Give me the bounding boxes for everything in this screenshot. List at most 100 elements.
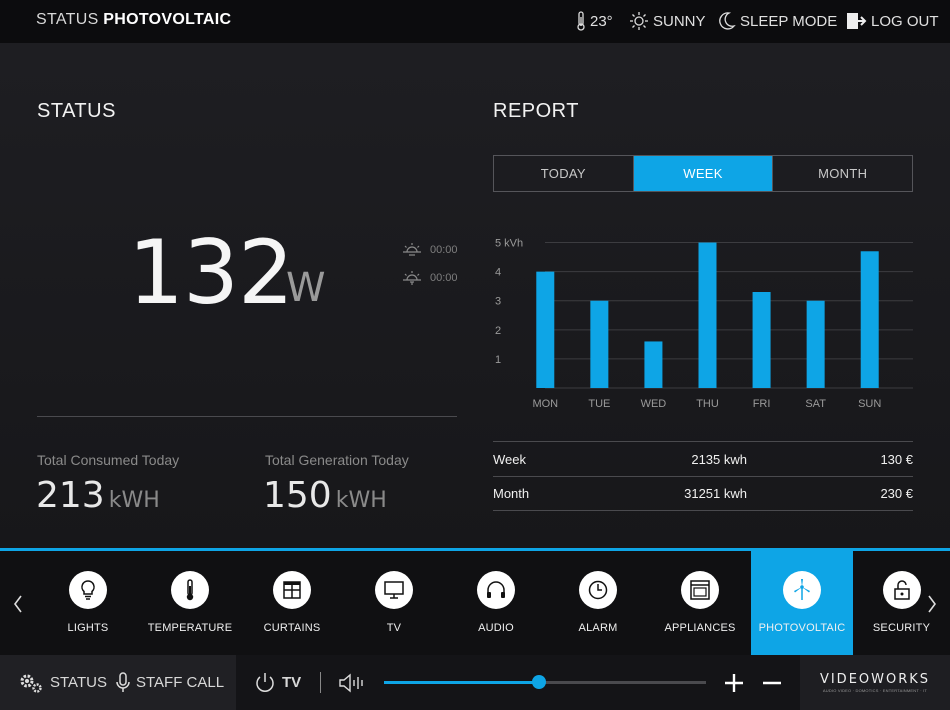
menu-label: LIGHTS <box>67 622 109 634</box>
y-tick-label: 5 kVh <box>495 238 523 250</box>
menu-item-photovoltaic[interactable]: PHOTOVOLTAIC <box>751 551 853 655</box>
staff-call-label: STAFF CALL <box>136 674 225 691</box>
weekly-bar-chart: 1 2 3 4 5 kVh MON TUE WED THU FRI SAT SUN <box>495 238 913 410</box>
status-button[interactable]: STATUS <box>18 655 107 710</box>
staff-call-button[interactable]: STAFF CALL <box>116 655 224 710</box>
moon-icon <box>719 12 736 30</box>
microphone-icon <box>116 671 130 692</box>
brand-logo: VIDEOWORKS AUDIO VIDEO · DOMOTICS · ENTE… <box>816 672 934 693</box>
menu-label: CURTAINS <box>263 622 321 634</box>
clock-icon <box>579 571 617 609</box>
tab-week[interactable]: WEEK <box>632 156 773 191</box>
sunset-time: 00:00 <box>430 272 458 284</box>
menu-item-security[interactable]: SECURITY <box>853 551 950 655</box>
lock-icon <box>882 571 921 609</box>
y-tick-label: 2 <box>495 325 501 337</box>
menu-item-tv[interactable]: TV <box>343 551 445 655</box>
report-table: Week 2135 kwh 130 € Month 31251 kwh 230 … <box>493 441 913 511</box>
consumed-stat: 213 kWH <box>36 475 160 516</box>
x-tick-label: MON <box>532 398 558 410</box>
menu-label: APPLIANCES <box>664 622 736 634</box>
y-tick-label: 4 <box>495 267 501 279</box>
x-tick-label: FRI <box>753 398 771 410</box>
generation-label: Total Generation Today <box>265 452 409 468</box>
volume-slider-fill <box>384 681 539 684</box>
bottom-left-group <box>0 655 236 710</box>
consumed-unit: kWH <box>108 488 160 513</box>
page-title: STATUS PHOTOVOLTAIC <box>36 11 231 29</box>
chart-bar-sat <box>806 300 825 388</box>
power-value: 132 <box>128 221 294 324</box>
weather-label: SUNNY <box>653 12 706 30</box>
menu-item-lights[interactable]: LIGHTS <box>37 551 139 655</box>
menu-label: TV <box>386 622 402 634</box>
consumed-label: Total Consumed Today <box>37 452 180 468</box>
generation-value: 150 <box>263 475 332 516</box>
menu-item-temperature[interactable]: TEMPERATURE <box>139 551 241 655</box>
menu-item-audio[interactable]: AUDIO <box>445 551 547 655</box>
menu-label: PHOTOVOLTAIC <box>758 622 846 634</box>
y-tick-label: 1 <box>495 354 501 366</box>
volume-slider[interactable] <box>384 675 706 689</box>
logout-button[interactable]: LOG OUT <box>845 10 939 32</box>
sleep-mode-label: SLEEP MODE <box>740 12 838 30</box>
sunset-row: 00:00 <box>402 270 458 286</box>
menu-item-curtains[interactable]: CURTAINS <box>241 551 343 655</box>
temperature-value: 23° <box>590 12 613 30</box>
main-panel: STATUS 132 W 00:00 00:00 Total Consumed … <box>0 43 950 548</box>
brand-name: VIDEOWORKS <box>819 672 931 687</box>
scroll-right-button[interactable] <box>922 589 942 619</box>
tab-today[interactable]: TODAY <box>540 166 586 181</box>
sunset-icon <box>403 271 421 285</box>
sunrise-time: 00:00 <box>430 244 458 256</box>
brand-tagline: AUDIO VIDEO · DOMOTICS · ENTERTAINMENT ·… <box>822 688 928 693</box>
chart-bar-wed <box>644 341 663 388</box>
report-title: REPORT <box>493 100 579 122</box>
minus-icon <box>763 681 781 684</box>
tab-month[interactable]: MONTH <box>772 156 912 191</box>
chart-bar-fri <box>752 292 771 388</box>
row-cost: 130 € <box>880 451 913 467</box>
title-main: PHOTOVOLTAIC <box>103 11 232 28</box>
volume-slider-knob[interactable] <box>531 675 546 689</box>
logout-icon <box>847 13 867 29</box>
chevron-right-icon <box>928 595 936 613</box>
generation-unit: kWH <box>335 488 387 513</box>
logout-label: LOG OUT <box>871 12 939 30</box>
volume-up-button[interactable] <box>724 655 744 710</box>
row-kwh: 31251 kwh <box>684 486 747 501</box>
weather-indicator: SUNNY <box>629 10 706 32</box>
plus-icon <box>725 673 743 692</box>
curtains-icon <box>273 571 311 609</box>
x-tick-label: SUN <box>858 398 881 410</box>
row-cost: 230 € <box>880 486 913 501</box>
menu-label: TEMPERATURE <box>147 622 233 634</box>
chevron-left-icon <box>14 595 22 613</box>
thermometer-icon <box>171 571 209 609</box>
row-label: Week <box>493 451 526 467</box>
top-bar: STATUS PHOTOVOLTAIC 23° SUNNY SLEEP MODE… <box>0 0 950 43</box>
status-divider <box>37 416 457 417</box>
gears-icon <box>20 674 42 693</box>
wind-turbine-icon <box>783 571 821 609</box>
sleep-mode-button[interactable]: SLEEP MODE <box>718 10 837 32</box>
sunrise-row: 00:00 <box>402 242 458 258</box>
scroll-left-button[interactable] <box>8 589 28 619</box>
power-icon <box>256 672 274 692</box>
table-row: Month 31251 kwh 230 € <box>493 476 913 511</box>
menu-item-alarm[interactable]: ALARM <box>547 551 649 655</box>
chart-bar-mon <box>536 271 555 388</box>
headphones-icon <box>477 571 515 609</box>
menu-item-appliances[interactable]: APPLIANCES <box>649 551 751 655</box>
brand-area <box>800 655 950 710</box>
consumed-value: 213 <box>36 475 105 516</box>
power-unit: W <box>286 265 326 311</box>
y-tick-label: 3 <box>495 296 501 308</box>
category-menu: LIGHTS TEMPERATURE CURTAINS TV AUDIO ALA… <box>0 548 950 655</box>
tv-power-button[interactable]: TV <box>254 655 301 710</box>
table-row: Week 2135 kwh 130 € <box>493 441 913 476</box>
chart-bar-thu <box>698 242 717 388</box>
chart-bar-tue <box>590 300 609 388</box>
volume-down-button[interactable] <box>762 655 782 710</box>
volume-button[interactable] <box>338 655 368 710</box>
